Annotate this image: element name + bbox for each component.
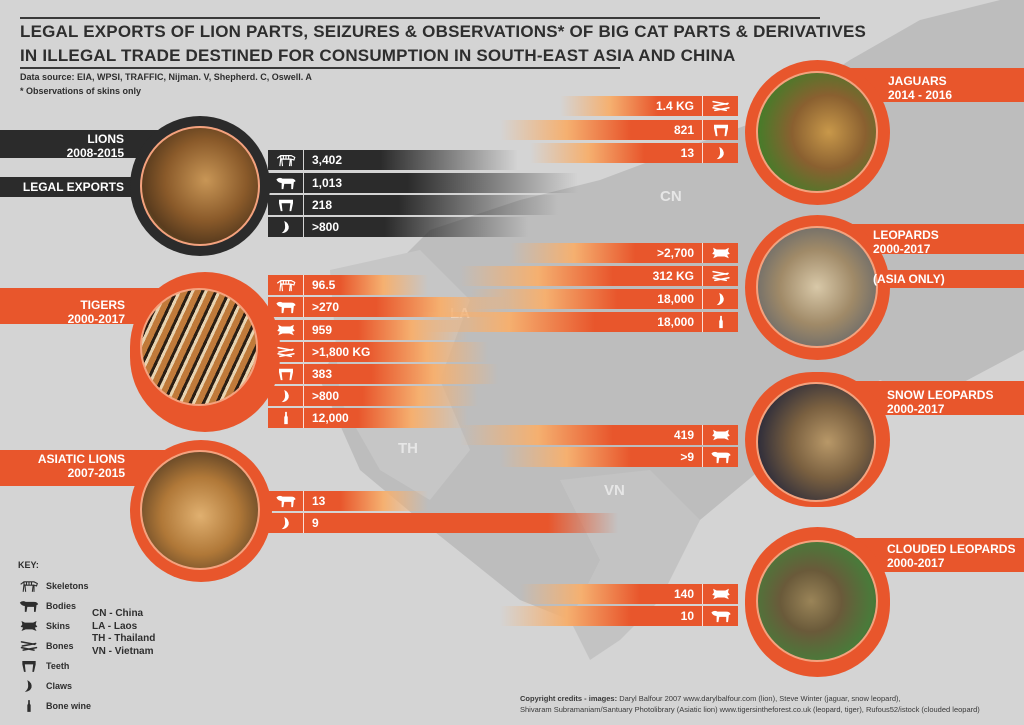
data-row: 1.4 KG	[560, 96, 738, 116]
bones-icon	[702, 266, 738, 286]
data-source: Data source: EIA, WPSI, TRAFFIC, Nijman.…	[20, 72, 312, 82]
bone-wine-icon	[18, 699, 40, 713]
legend-item: Bone wine	[18, 696, 91, 716]
data-row: 12,000	[268, 408, 468, 428]
data-row: 13	[268, 491, 428, 511]
tiger-photo	[140, 288, 258, 406]
data-row: 3,402	[268, 150, 518, 170]
asiatic-lion-photo	[140, 450, 260, 570]
bone-wine-icon	[702, 312, 738, 332]
skin-icon	[268, 320, 304, 340]
data-row: 9	[268, 513, 618, 533]
footnote: * Observations of skins only	[20, 86, 142, 96]
image-credits: Copyright credits - images: Daryl Balfou…	[520, 694, 980, 714]
leopards-asia-only: (ASIA ONLY)	[873, 272, 945, 286]
data-row: >9	[500, 447, 738, 467]
lions-title: LIONS 2008-2015	[66, 132, 124, 160]
body-icon	[702, 606, 738, 626]
claw-icon	[702, 289, 738, 309]
teeth-icon	[702, 120, 738, 140]
data-row: 383	[268, 364, 498, 384]
data-row: 18,000	[420, 312, 738, 332]
leopards-title: LEOPARDS 2000-2017	[873, 228, 939, 256]
data-row: 96.5	[268, 275, 428, 295]
legend-title: KEY:	[18, 560, 39, 570]
jaguars-title: JAGUARS 2014 - 2016	[888, 74, 953, 102]
data-row: 1,013	[268, 173, 578, 193]
teeth-icon	[268, 195, 304, 215]
data-row: 959	[268, 320, 468, 340]
claw-icon	[18, 679, 40, 693]
skeleton-icon	[268, 275, 304, 295]
bones-icon	[18, 639, 40, 653]
claw-icon	[268, 386, 304, 406]
data-row: 218	[268, 195, 558, 215]
data-row: 13	[530, 143, 738, 163]
claw-icon	[268, 217, 304, 237]
bones-icon	[702, 96, 738, 116]
body-icon	[18, 599, 40, 613]
jaguar-photo	[756, 71, 878, 193]
snow-leopard-photo	[756, 382, 876, 502]
map-label-cn: CN	[660, 188, 682, 205]
body-icon	[268, 491, 304, 511]
title-rule-bottom	[20, 67, 620, 69]
legend-item: Bones	[18, 636, 91, 656]
tigers-title: TIGERS 2000-2017	[67, 298, 125, 326]
clouded-leopards-title: CLOUDED LEOPARDS 2000-2017	[887, 542, 1016, 570]
data-row: >800	[268, 217, 528, 237]
skeleton-icon	[268, 150, 304, 170]
teeth-icon	[18, 659, 40, 673]
data-row: >800	[268, 386, 478, 406]
skin-icon	[18, 619, 40, 633]
skin-icon	[702, 425, 738, 445]
country-codes: CN - China LA - Laos TH - Thailand VN - …	[92, 608, 156, 657]
snow-leopards-title: SNOW LEOPARDS 2000-2017	[887, 388, 994, 416]
teeth-icon	[268, 364, 304, 384]
legend-item: Skeletons	[18, 576, 91, 596]
body-icon	[702, 447, 738, 467]
map-label-th: TH	[398, 440, 418, 457]
bones-icon	[268, 342, 304, 362]
lion-photo	[140, 126, 260, 246]
data-row: >1,800 KG	[268, 342, 488, 362]
title-rule-top	[20, 17, 820, 19]
body-icon	[268, 173, 304, 193]
bone-wine-icon	[268, 408, 304, 428]
subtitle: Data source: EIA, WPSI, TRAFFIC, Nijman.…	[20, 70, 312, 98]
body-icon	[268, 297, 304, 317]
page-title: LEGAL EXPORTS OF LION PARTS, SEIZURES & …	[20, 22, 867, 65]
skeleton-icon	[18, 579, 40, 593]
legend: KEY: Skeletons Bodies Skins Bones Teeth …	[18, 560, 91, 716]
data-row: >2,700	[510, 243, 738, 263]
data-row: 140	[520, 584, 738, 604]
asiatic-lions-title: ASIATIC LIONS 2007-2015	[37, 452, 125, 480]
leopard-photo	[756, 226, 878, 348]
legend-item: Skins	[18, 616, 91, 636]
legend-item: Bodies	[18, 596, 91, 616]
lions-legal-exports: LEGAL EXPORTS	[22, 180, 124, 194]
skin-icon	[702, 584, 738, 604]
claw-icon	[702, 143, 738, 163]
legend-item: Teeth	[18, 656, 91, 676]
map-label-vn: VN	[604, 482, 625, 499]
data-row: 18,000	[470, 289, 738, 309]
data-row: 10	[500, 606, 738, 626]
data-row: 419	[460, 425, 738, 445]
legend-item: Claws	[18, 676, 91, 696]
data-row: 312 KG	[460, 266, 738, 286]
claw-icon	[268, 513, 304, 533]
clouded-leopard-photo	[756, 540, 878, 662]
skin-icon	[702, 243, 738, 263]
data-row: 821	[500, 120, 738, 140]
